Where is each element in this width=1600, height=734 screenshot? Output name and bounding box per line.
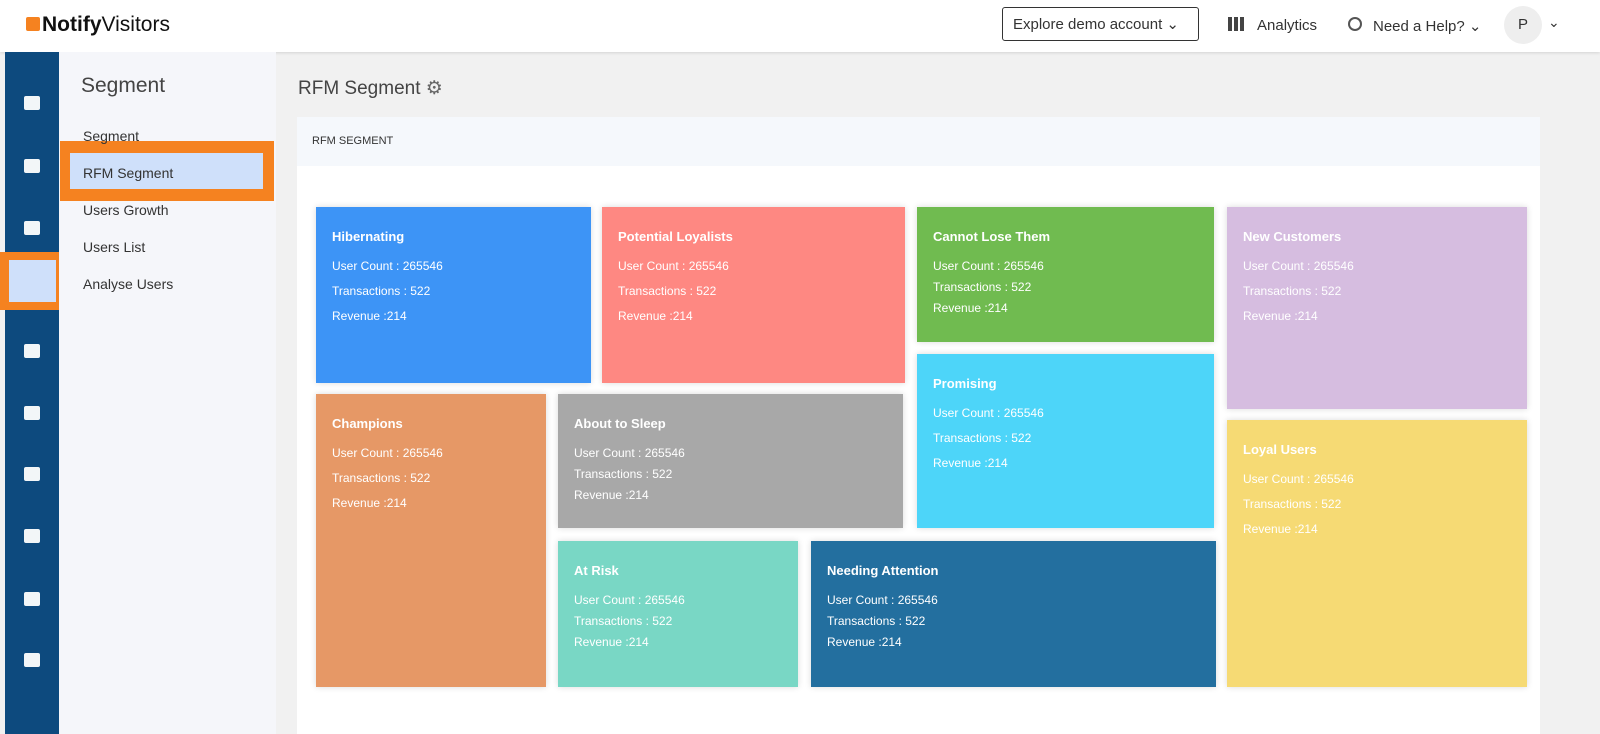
side-nav: Segment Segment RFM Segment Users Growth Us… xyxy=(59,52,276,734)
tile-revenue: Revenue :214 xyxy=(1243,309,1318,323)
nav-item[interactable]: Analyse Users xyxy=(83,276,174,292)
logo: NotifyVisitors xyxy=(42,13,170,37)
top-bar: NotifyVisitors Explore demo account ⌄ An… xyxy=(0,0,1600,52)
help-link[interactable]: Need a Help? ⌄ xyxy=(1373,18,1482,35)
demo-label: Explore demo account xyxy=(1013,16,1163,33)
tile-transactions: Transactions : 522 xyxy=(933,431,1032,445)
help-label: Need a Help? xyxy=(1373,18,1465,35)
tile-transactions: Transactions : 522 xyxy=(618,284,717,298)
tile-transactions: Transactions : 522 xyxy=(574,614,673,628)
nav-item[interactable]: RFM Segment xyxy=(83,165,174,181)
rfm-tile[interactable]: At Risk User Count : 265546 Transactions :… xyxy=(558,541,798,687)
rfm-tile[interactable]: Champions User Count : 265546 Transactions… xyxy=(316,394,546,687)
rail-icon[interactable] xyxy=(24,592,40,606)
tile-revenue: Revenue :214 xyxy=(1243,522,1318,536)
demo-button[interactable]: Explore demo account ⌄ xyxy=(1002,7,1199,41)
tile-user-count: User Count : 265546 xyxy=(933,259,1044,273)
tile-name: Hibernating xyxy=(332,229,405,244)
tile-transactions: Transactions : 522 xyxy=(827,614,926,628)
tile-transactions: Transactions : 522 xyxy=(1243,284,1342,298)
tile-user-count: User Count : 265546 xyxy=(933,406,1044,420)
rail-active xyxy=(9,260,56,302)
tile-user-count: User Count : 265546 xyxy=(1243,259,1354,273)
tile-name: Potential Loyalists xyxy=(618,229,733,244)
rail-icon[interactable] xyxy=(24,653,40,667)
tile-name: Loyal Users xyxy=(1243,442,1317,457)
tile-transactions: Transactions : 522 xyxy=(332,284,431,298)
tile-name: Needing Attention xyxy=(827,563,939,578)
rfm-tile[interactable]: New Customers User Count : 265546 Transact… xyxy=(1227,207,1527,409)
avatar-caret[interactable]: ⌄ xyxy=(1548,14,1560,30)
tile-name: At Risk xyxy=(574,563,619,578)
rail-icon[interactable] xyxy=(24,221,40,235)
tile-transactions: Transactions : 522 xyxy=(574,467,673,481)
tile-user-count: User Count : 265546 xyxy=(1243,472,1354,486)
tile-revenue: Revenue :214 xyxy=(933,456,1008,470)
rail-icon[interactable] xyxy=(24,96,40,110)
panel-title: RFM SEGMENT xyxy=(312,135,394,147)
nav-item[interactable]: Users List xyxy=(83,239,146,255)
logo-light: Visitors xyxy=(101,13,170,36)
rail-icon[interactable] xyxy=(24,529,40,543)
help-icon xyxy=(1348,17,1362,31)
rfm-tile[interactable]: Cannot Lose Them User Count : 265546 Trans… xyxy=(917,207,1214,342)
rfm-tile[interactable]: Loyal Users User Count : 265546 Transactio… xyxy=(1227,420,1527,687)
tile-name: Champions xyxy=(332,416,403,431)
logo-bold: Notify xyxy=(42,13,102,36)
analytics-link[interactable]: Analytics xyxy=(1257,17,1318,34)
tile-user-count: User Count : 265546 xyxy=(332,259,443,273)
rail-icon[interactable] xyxy=(24,159,40,173)
rail-icon[interactable] xyxy=(24,344,40,358)
tile-user-count: User Count : 265546 xyxy=(618,259,729,273)
page-title: RFM Segment ⚙ xyxy=(298,78,443,99)
tile-user-count: User Count : 265546 xyxy=(332,446,443,460)
rfm-tile[interactable]: Hibernating User Count : 265546 Transactio… xyxy=(316,207,591,383)
rfm-tile[interactable]: About to Sleep User Count : 265546 Transac… xyxy=(558,394,903,528)
tile-transactions: Transactions : 522 xyxy=(1243,497,1342,511)
logo-icon xyxy=(26,17,40,31)
tile-user-count: User Count : 265546 xyxy=(574,446,685,460)
rail-icon[interactable] xyxy=(24,467,40,481)
nav-item[interactable]: Users Growth xyxy=(83,202,169,218)
rfm-tile[interactable]: Promising User Count : 265546 Transactions… xyxy=(917,354,1214,528)
tile-name: New Customers xyxy=(1243,229,1342,244)
tile-revenue: Revenue :214 xyxy=(574,635,649,649)
tile-name: Cannot Lose Them xyxy=(933,229,1051,244)
rfm-tile[interactable]: Potential Loyalists User Count : 265546 Tr… xyxy=(602,207,905,383)
tile-name: Promising xyxy=(933,376,997,391)
tile-user-count: User Count : 265546 xyxy=(827,593,938,607)
nav-active xyxy=(70,153,263,189)
tile-revenue: Revenue :214 xyxy=(332,309,407,323)
tile-transactions: Transactions : 522 xyxy=(332,471,431,485)
page-title-text: RFM Segment xyxy=(298,78,421,99)
nav-title: Segment xyxy=(81,74,166,97)
tile-revenue: Revenue :214 xyxy=(827,635,902,649)
grid-icon xyxy=(1228,17,1244,31)
icon-rail xyxy=(5,52,59,734)
tile-user-count: User Count : 265546 xyxy=(574,593,685,607)
tile-name: About to Sleep xyxy=(574,416,666,431)
tile-transactions: Transactions : 522 xyxy=(933,280,1032,294)
avatar[interactable]: P xyxy=(1504,6,1542,44)
rfm-tile[interactable]: Needing Attention User Count : 265546 Tran… xyxy=(811,541,1216,687)
rail-icon[interactable] xyxy=(24,406,40,420)
nav-item[interactable]: Segment xyxy=(83,128,140,144)
tile-revenue: Revenue :214 xyxy=(933,301,1008,315)
tile-revenue: Revenue :214 xyxy=(332,496,407,510)
panel-header: RFM SEGMENT xyxy=(297,117,1540,166)
tile-revenue: Revenue :214 xyxy=(618,309,693,323)
tile-revenue: Revenue :214 xyxy=(574,488,649,502)
